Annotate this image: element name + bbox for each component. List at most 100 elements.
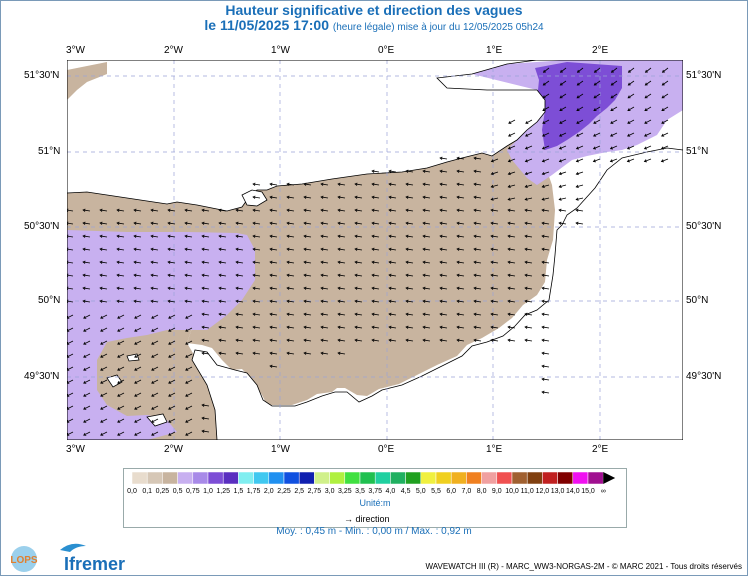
direction-arrow	[83, 340, 91, 345]
direction-arrowhead	[235, 351, 239, 355]
direction-arrowhead	[559, 120, 563, 124]
direction-arrowhead	[542, 108, 546, 111]
direction-arrowhead	[575, 197, 579, 201]
direction-arrow	[644, 106, 652, 111]
direction-arrowhead	[354, 273, 358, 277]
color-swatch	[496, 472, 513, 485]
color-scale-label: 4,5	[400, 488, 411, 495]
direction-arrowhead	[303, 221, 307, 225]
direction-arrow	[525, 326, 533, 329]
direction-arrow	[542, 184, 550, 188]
unit-label: Unité:m	[359, 498, 391, 508]
direction-arrow	[372, 274, 380, 277]
direction-arrowhead	[644, 82, 648, 86]
direction-arrowhead	[490, 338, 494, 342]
direction-arrowhead	[610, 69, 615, 73]
direction-arrow	[321, 287, 329, 290]
direction-arrowhead	[575, 146, 580, 150]
color-swatch	[177, 472, 194, 485]
direction-arrow	[253, 222, 261, 225]
direction-arrow	[168, 248, 176, 251]
direction-arrowhead	[439, 169, 443, 173]
direction-arrowhead	[405, 286, 409, 290]
direction-arrowhead	[117, 315, 121, 319]
direction-arrowhead	[422, 286, 426, 290]
direction-key: → direction	[344, 514, 390, 524]
direction-arrow	[627, 106, 635, 111]
direction-arrow	[457, 170, 465, 173]
direction-arrow	[219, 300, 227, 303]
direction-arrow	[645, 80, 652, 86]
direction-arrow	[151, 431, 159, 436]
direction-arrowhead	[269, 182, 273, 186]
direction-arrowhead	[83, 328, 87, 332]
direction-arrow	[202, 352, 210, 355]
direction-arrow	[423, 170, 431, 173]
direction-arrow	[304, 183, 312, 186]
direction-arrowhead	[524, 325, 528, 329]
direction-arrow	[474, 157, 482, 160]
direction-arrowhead	[100, 341, 104, 345]
direction-arrowhead	[218, 221, 222, 225]
direction-arrow	[151, 248, 159, 251]
direction-arrow	[389, 313, 397, 316]
direction-arrowhead	[473, 208, 477, 212]
direction-arrow	[151, 405, 159, 410]
direction-arrowhead	[507, 247, 511, 251]
direction-arrow	[100, 287, 108, 290]
direction-arrow	[508, 119, 516, 124]
direction-arrow	[559, 145, 567, 150]
direction-arrow	[525, 171, 533, 175]
direction-arrowhead	[627, 108, 631, 111]
direction-arrowhead	[473, 338, 477, 342]
direction-arrowhead	[405, 260, 409, 264]
color-scale-label: 1,5	[233, 488, 244, 495]
direction-arrowhead	[185, 328, 189, 332]
lat-label-right: 51°30'N	[686, 70, 722, 81]
direction-arrow	[355, 248, 363, 251]
direction-arrowhead	[150, 299, 154, 303]
direction-arrow	[168, 222, 176, 225]
direction-arrowhead	[644, 120, 648, 124]
direction-arrow	[440, 274, 448, 277]
direction-arrowhead	[269, 312, 273, 316]
direction-arrow	[168, 274, 176, 277]
direction-arrowhead	[286, 195, 290, 199]
direction-arrow	[525, 132, 533, 137]
direction-arrowhead	[524, 208, 528, 212]
direction-arrow	[202, 248, 210, 251]
direction-arrowhead	[320, 221, 324, 225]
direction-arrowhead	[83, 354, 87, 358]
direction-arrowhead	[151, 406, 155, 410]
direction-arrow	[491, 326, 499, 329]
color-scale-label: 10,0	[505, 488, 519, 495]
direction-arrowhead	[337, 260, 341, 264]
direction-arrowhead	[422, 221, 426, 225]
direction-arrowhead	[405, 325, 409, 329]
color-swatch	[298, 472, 315, 485]
direction-arrow	[100, 431, 108, 436]
direction-arrowhead	[269, 299, 273, 303]
direction-arrow	[594, 80, 601, 86]
direction-arrow	[372, 326, 380, 329]
direction-arrowhead	[661, 108, 665, 111]
direction-arrowhead	[593, 95, 597, 99]
direction-arrowhead	[151, 341, 155, 345]
direction-arrowhead	[201, 403, 205, 407]
direction-arrowhead	[371, 234, 375, 238]
direction-arrow	[389, 170, 397, 173]
direction-arrow	[270, 352, 278, 355]
color-swatch	[374, 472, 391, 485]
direction-arrowhead	[524, 133, 529, 137]
direction-arrow	[508, 145, 516, 150]
direction-arrowhead	[354, 221, 358, 225]
direction-arrowhead	[490, 184, 494, 188]
ifremer-logo-text: Ifremer	[64, 554, 125, 574]
direction-arrow	[474, 235, 482, 238]
wave-map[interactable]	[65, 59, 684, 441]
direction-arrow	[202, 300, 210, 303]
direction-arrowhead	[82, 299, 86, 303]
direction-arrow	[202, 339, 210, 342]
direction-arrow	[100, 314, 108, 319]
direction-arrowhead	[168, 354, 172, 358]
